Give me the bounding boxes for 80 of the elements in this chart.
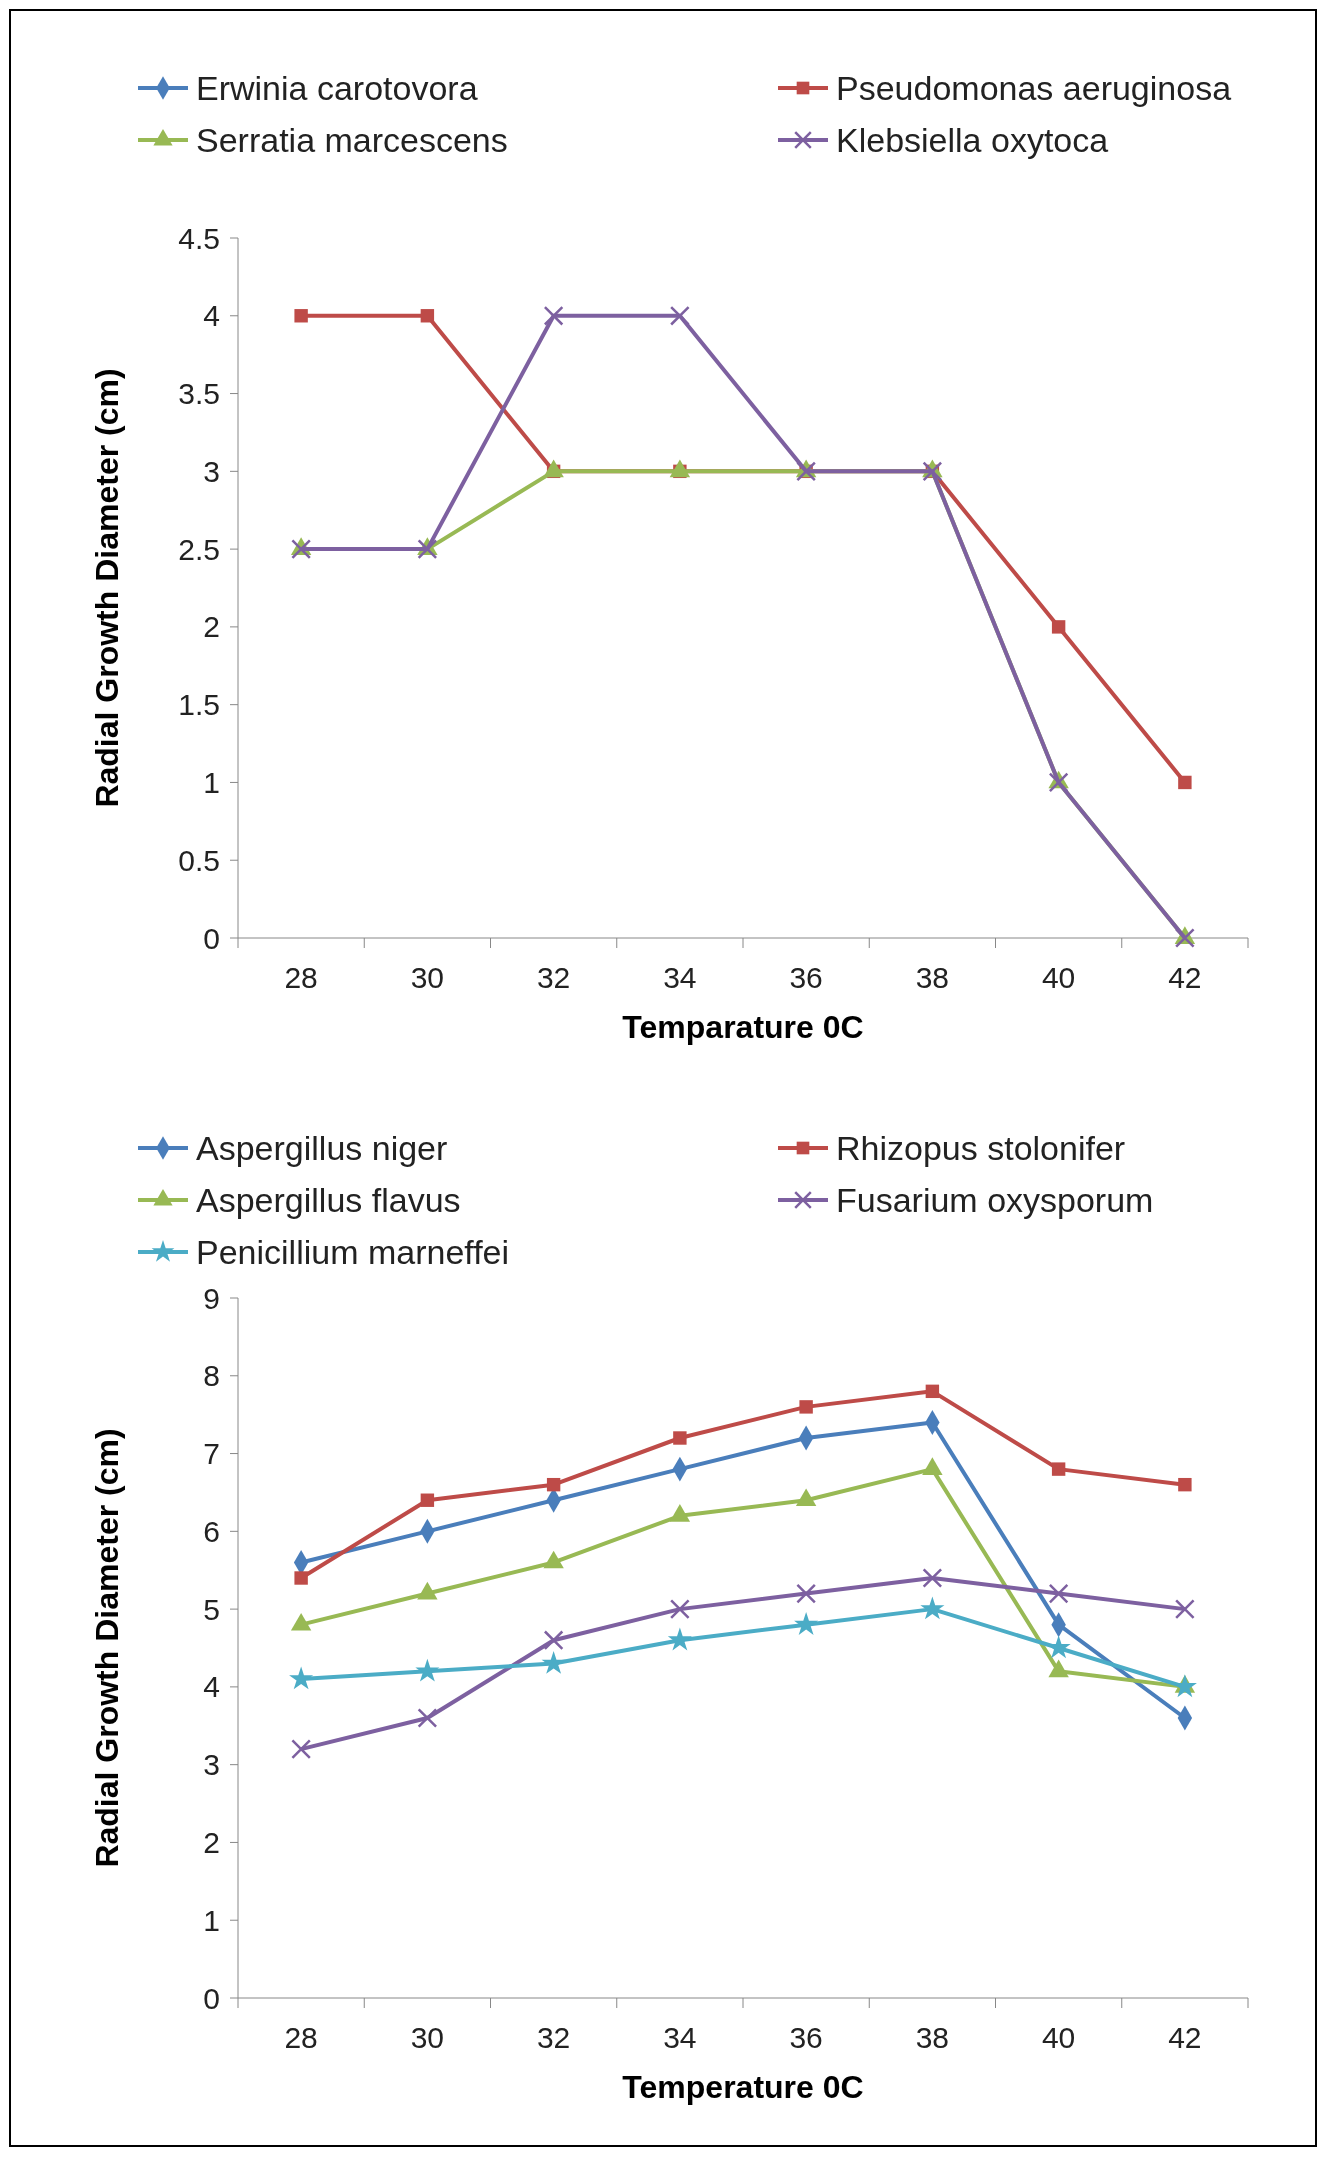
y-tick-label: 1.5 bbox=[178, 688, 220, 722]
y-tick-label: 6 bbox=[203, 1514, 220, 1548]
point bbox=[294, 1571, 308, 1585]
x-tick-label: 28 bbox=[284, 961, 318, 994]
y-axis-title: Radial Growth Diameter (cm) bbox=[89, 1428, 125, 1868]
point bbox=[291, 539, 312, 560]
y-tick-label: 4 bbox=[203, 1670, 220, 1704]
x-axis-title: Temperature 0C bbox=[622, 2069, 864, 2105]
y-tick-label: 9 bbox=[203, 1281, 220, 1315]
legend-label: Pseudomonas aeruginosa bbox=[836, 68, 1232, 107]
y-tick-label: 0 bbox=[203, 921, 220, 955]
y-tick-label: 0.5 bbox=[178, 843, 220, 877]
point bbox=[543, 305, 564, 326]
point bbox=[289, 1666, 314, 1690]
x-tick-label: 32 bbox=[536, 961, 571, 994]
point bbox=[794, 1612, 819, 1635]
y-tick-label: 3 bbox=[203, 1748, 220, 1782]
point bbox=[925, 1384, 940, 1399]
point bbox=[673, 1431, 687, 1445]
point bbox=[922, 1568, 943, 1588]
y-tick-label: 5 bbox=[203, 1592, 220, 1626]
legend-label: Aspergillus niger bbox=[196, 1128, 448, 1167]
y-tick-label: 7 bbox=[203, 1437, 220, 1471]
y-axis-title: Radial Growth Diameter (cm) bbox=[89, 368, 125, 808]
x-tick-label: 28 bbox=[284, 2021, 318, 2054]
y-tick-label: 3.5 bbox=[178, 377, 220, 411]
point bbox=[294, 309, 308, 323]
x-tick-label: 30 bbox=[410, 961, 445, 994]
y-tick-label: 4.5 bbox=[178, 221, 220, 255]
point bbox=[1051, 1462, 1066, 1476]
x-tick-label: 40 bbox=[1041, 2021, 1076, 2054]
y-tick-label: 2 bbox=[203, 1825, 220, 1859]
point bbox=[546, 1477, 561, 1492]
point bbox=[415, 1658, 440, 1682]
point bbox=[796, 461, 817, 482]
x-tick-label: 34 bbox=[663, 961, 697, 994]
legend-label: Aspergillus flavus bbox=[196, 1180, 461, 1219]
y-tick-label: 1 bbox=[203, 1903, 220, 1937]
point bbox=[420, 309, 435, 323]
y-tick-label: 0 bbox=[203, 1981, 220, 2015]
y-tick-label: 2 bbox=[203, 610, 220, 644]
point bbox=[541, 1650, 566, 1674]
point bbox=[669, 305, 690, 326]
legend-label: Rhizopus stolonifer bbox=[836, 1128, 1126, 1167]
legend-label: Klebsiella oxytoca bbox=[836, 120, 1109, 159]
point bbox=[417, 539, 438, 560]
point bbox=[417, 1708, 438, 1728]
x-tick-label: 30 bbox=[410, 2021, 445, 2054]
point bbox=[1048, 1583, 1069, 1604]
x-axis-title: Temparature 0C bbox=[622, 1009, 864, 1045]
point bbox=[796, 1583, 817, 1604]
point bbox=[667, 1627, 692, 1651]
x-tick-label: 42 bbox=[1168, 2021, 1202, 2054]
x-tick-label: 32 bbox=[536, 2021, 571, 2054]
legend-label: Serratia marcescens bbox=[196, 120, 508, 159]
x-tick-label: 36 bbox=[789, 961, 823, 994]
x-tick-label: 38 bbox=[915, 2021, 950, 2054]
point bbox=[920, 1596, 945, 1620]
point bbox=[291, 1739, 312, 1760]
y-tick-label: 1 bbox=[203, 765, 220, 799]
legend-label: Fusarium oxysporum bbox=[836, 1180, 1154, 1219]
point bbox=[799, 1400, 813, 1414]
x-tick-label: 36 bbox=[789, 2021, 823, 2054]
point bbox=[1051, 620, 1066, 634]
x-tick-label: 38 bbox=[915, 961, 950, 994]
legend-label: Penicillium marneffei bbox=[196, 1232, 510, 1271]
point bbox=[669, 1599, 690, 1620]
y-tick-label: 4 bbox=[203, 299, 220, 333]
y-tick-label: 2.5 bbox=[178, 532, 220, 566]
point bbox=[420, 1493, 435, 1507]
x-tick-label: 34 bbox=[663, 2021, 697, 2054]
y-tick-label: 8 bbox=[203, 1359, 220, 1393]
legend-label: Erwinia carotovora bbox=[196, 68, 478, 107]
y-tick-label: 3 bbox=[203, 454, 220, 488]
point bbox=[1174, 1599, 1195, 1620]
point bbox=[1178, 1477, 1192, 1492]
x-tick-label: 42 bbox=[1168, 961, 1202, 994]
x-tick-label: 40 bbox=[1041, 961, 1076, 994]
point bbox=[1178, 775, 1192, 790]
point bbox=[543, 1630, 564, 1651]
